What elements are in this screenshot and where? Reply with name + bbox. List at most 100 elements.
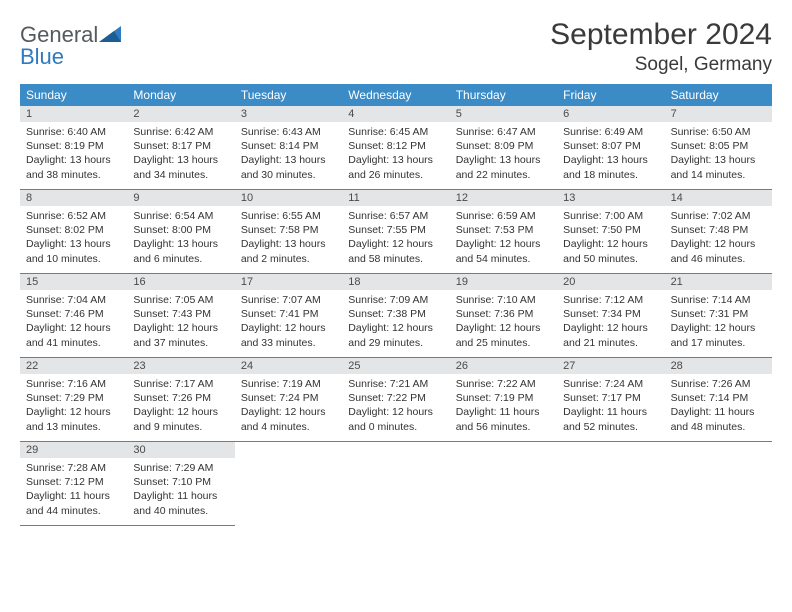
day-sunset: Sunset: 7:26 PM (133, 391, 228, 405)
day-number: 18 (342, 274, 449, 290)
day-empty (665, 442, 772, 526)
day-info: Sunrise: 6:54 AMSunset: 8:00 PMDaylight:… (127, 206, 234, 266)
day-cell: 4Sunrise: 6:45 AMSunset: 8:12 PMDaylight… (342, 106, 449, 190)
week-row: 1Sunrise: 6:40 AMSunset: 8:19 PMDaylight… (20, 106, 772, 190)
day-d2: and 6 minutes. (133, 252, 228, 266)
day-cell: 11Sunrise: 6:57 AMSunset: 7:55 PMDayligh… (342, 190, 449, 274)
day-cell: 5Sunrise: 6:47 AMSunset: 8:09 PMDaylight… (450, 106, 557, 190)
day-cell: 7Sunrise: 6:50 AMSunset: 8:05 PMDaylight… (665, 106, 772, 190)
day-d1: Daylight: 13 hours (26, 153, 121, 167)
day-cell: 3Sunrise: 6:43 AMSunset: 8:14 PMDaylight… (235, 106, 342, 190)
day-number: 26 (450, 358, 557, 374)
day-number: 17 (235, 274, 342, 290)
day-sunset: Sunset: 7:19 PM (456, 391, 551, 405)
day-sunrise: Sunrise: 7:28 AM (26, 461, 121, 475)
day-sunrise: Sunrise: 7:21 AM (348, 377, 443, 391)
calendar: SundayMondayTuesdayWednesdayThursdayFrid… (20, 84, 772, 526)
day-sunrise: Sunrise: 7:07 AM (241, 293, 336, 307)
day-d2: and 33 minutes. (241, 336, 336, 350)
day-number: 23 (127, 358, 234, 374)
day-sunset: Sunset: 7:10 PM (133, 475, 228, 489)
day-number: 30 (127, 442, 234, 458)
day-number: 5 (450, 106, 557, 122)
day-d1: Daylight: 12 hours (348, 237, 443, 251)
month-title: September 2024 (550, 18, 772, 52)
day-cell: 12Sunrise: 6:59 AMSunset: 7:53 PMDayligh… (450, 190, 557, 274)
day-sunrise: Sunrise: 7:24 AM (563, 377, 658, 391)
day-number: 24 (235, 358, 342, 374)
day-d1: Daylight: 12 hours (563, 321, 658, 335)
day-number: 4 (342, 106, 449, 122)
day-d2: and 25 minutes. (456, 336, 551, 350)
day-empty (557, 442, 664, 526)
logo-triangle-icon (99, 26, 121, 42)
dow-friday: Friday (557, 84, 664, 106)
day-sunset: Sunset: 7:12 PM (26, 475, 121, 489)
dow-sunday: Sunday (20, 84, 127, 106)
day-d1: Daylight: 12 hours (456, 321, 551, 335)
day-cell: 22Sunrise: 7:16 AMSunset: 7:29 PMDayligh… (20, 358, 127, 442)
day-d1: Daylight: 12 hours (133, 321, 228, 335)
day-sunrise: Sunrise: 6:55 AM (241, 209, 336, 223)
day-d2: and 50 minutes. (563, 252, 658, 266)
day-cell: 18Sunrise: 7:09 AMSunset: 7:38 PMDayligh… (342, 274, 449, 358)
day-info: Sunrise: 6:47 AMSunset: 8:09 PMDaylight:… (450, 122, 557, 182)
day-sunset: Sunset: 8:07 PM (563, 139, 658, 153)
day-d1: Daylight: 11 hours (456, 405, 551, 419)
day-sunrise: Sunrise: 6:57 AM (348, 209, 443, 223)
week-row: 15Sunrise: 7:04 AMSunset: 7:46 PMDayligh… (20, 274, 772, 358)
day-d1: Daylight: 13 hours (133, 153, 228, 167)
location: Sogel, Germany (550, 54, 772, 76)
day-info: Sunrise: 7:07 AMSunset: 7:41 PMDaylight:… (235, 290, 342, 350)
day-d2: and 9 minutes. (133, 420, 228, 434)
day-info: Sunrise: 6:59 AMSunset: 7:53 PMDaylight:… (450, 206, 557, 266)
day-sunrise: Sunrise: 7:04 AM (26, 293, 121, 307)
day-d2: and 10 minutes. (26, 252, 121, 266)
day-d2: and 38 minutes. (26, 168, 121, 182)
day-d2: and 0 minutes. (348, 420, 443, 434)
day-sunrise: Sunrise: 7:10 AM (456, 293, 551, 307)
day-d1: Daylight: 13 hours (671, 153, 766, 167)
day-info: Sunrise: 7:02 AMSunset: 7:48 PMDaylight:… (665, 206, 772, 266)
day-number: 6 (557, 106, 664, 122)
day-d2: and 40 minutes. (133, 504, 228, 518)
day-sunrise: Sunrise: 6:42 AM (133, 125, 228, 139)
day-cell: 2Sunrise: 6:42 AMSunset: 8:17 PMDaylight… (127, 106, 234, 190)
day-info: Sunrise: 7:12 AMSunset: 7:34 PMDaylight:… (557, 290, 664, 350)
day-info: Sunrise: 7:22 AMSunset: 7:19 PMDaylight:… (450, 374, 557, 434)
weeks-container: 1Sunrise: 6:40 AMSunset: 8:19 PMDaylight… (20, 106, 772, 526)
day-number: 2 (127, 106, 234, 122)
dow-tuesday: Tuesday (235, 84, 342, 106)
dow-thursday: Thursday (450, 84, 557, 106)
day-number: 16 (127, 274, 234, 290)
dow-saturday: Saturday (665, 84, 772, 106)
day-d2: and 13 minutes. (26, 420, 121, 434)
logo-word-2: Blue (20, 44, 64, 69)
day-info: Sunrise: 7:14 AMSunset: 7:31 PMDaylight:… (665, 290, 772, 350)
day-d1: Daylight: 13 hours (456, 153, 551, 167)
day-sunrise: Sunrise: 7:26 AM (671, 377, 766, 391)
day-d2: and 21 minutes. (563, 336, 658, 350)
day-sunset: Sunset: 8:14 PM (241, 139, 336, 153)
day-sunrise: Sunrise: 7:00 AM (563, 209, 658, 223)
day-d2: and 17 minutes. (671, 336, 766, 350)
day-d2: and 48 minutes. (671, 420, 766, 434)
day-info: Sunrise: 7:29 AMSunset: 7:10 PMDaylight:… (127, 458, 234, 518)
header: General Blue September 2024 Sogel, Germa… (20, 18, 772, 76)
day-sunset: Sunset: 7:55 PM (348, 223, 443, 237)
day-info: Sunrise: 7:04 AMSunset: 7:46 PMDaylight:… (20, 290, 127, 350)
day-sunset: Sunset: 7:38 PM (348, 307, 443, 321)
title-block: September 2024 Sogel, Germany (550, 18, 772, 76)
day-sunset: Sunset: 8:12 PM (348, 139, 443, 153)
day-cell: 1Sunrise: 6:40 AMSunset: 8:19 PMDaylight… (20, 106, 127, 190)
day-sunset: Sunset: 7:34 PM (563, 307, 658, 321)
day-sunrise: Sunrise: 6:43 AM (241, 125, 336, 139)
day-d1: Daylight: 11 hours (563, 405, 658, 419)
day-d2: and 4 minutes. (241, 420, 336, 434)
day-d1: Daylight: 11 hours (26, 489, 121, 503)
day-d1: Daylight: 12 hours (241, 405, 336, 419)
day-sunset: Sunset: 7:58 PM (241, 223, 336, 237)
day-info: Sunrise: 6:42 AMSunset: 8:17 PMDaylight:… (127, 122, 234, 182)
day-sunrise: Sunrise: 6:47 AM (456, 125, 551, 139)
day-d1: Daylight: 11 hours (671, 405, 766, 419)
